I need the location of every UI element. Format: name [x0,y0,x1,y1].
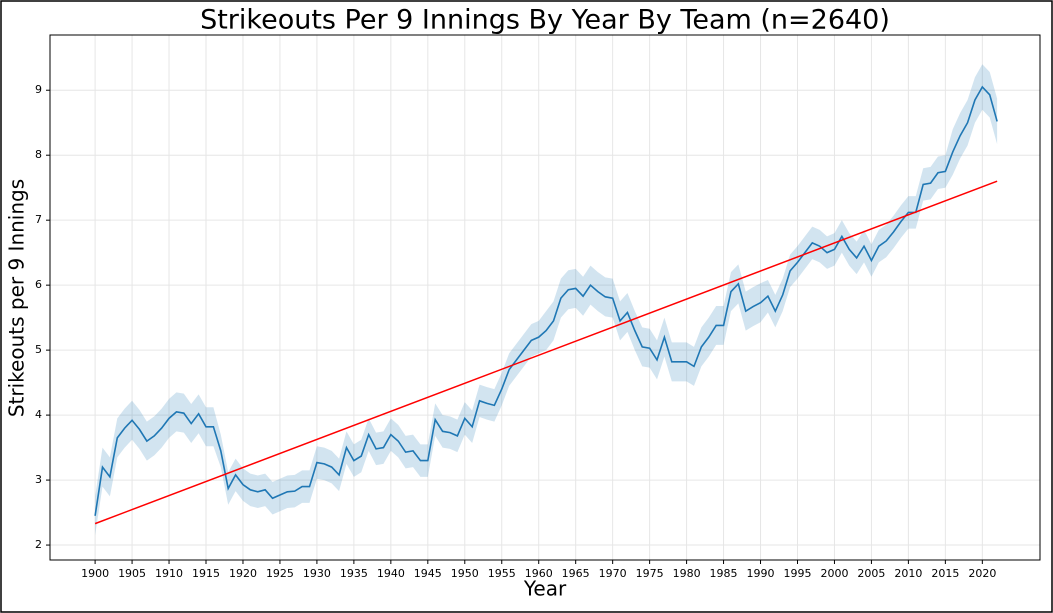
x-tick-label: 2010 [894,567,922,580]
x-tick-label: 1950 [451,567,479,580]
x-axis-label: Year [523,577,567,601]
x-tick-label: 2020 [968,567,996,580]
x-tick-label: 2005 [857,567,885,580]
x-tick-label: 1935 [340,567,368,580]
x-tick-label: 1940 [377,567,405,580]
y-tick-label: 5 [35,343,42,356]
x-tick-label: 1955 [488,567,516,580]
y-tick-label: 7 [35,213,42,226]
y-tick-label: 6 [35,278,42,291]
y-tick-label: 3 [35,473,42,486]
x-tick-label: 2000 [820,567,848,580]
y-tick-label: 8 [35,148,42,161]
x-tick-label: 1990 [747,567,775,580]
x-tick-label: 1980 [673,567,701,580]
x-tick-label: 1900 [81,567,109,580]
x-tick-label: 1915 [192,567,220,580]
mean-line [94,85,998,516]
x-tick-label: 1920 [229,567,257,580]
y-axis-label: Strikeouts per 9 Innings [5,179,29,417]
x-tick-label: 1930 [303,567,331,580]
x-tick-label: 1970 [599,567,627,580]
x-tick-label: 1945 [414,567,442,580]
x-tick-label: 2015 [931,567,959,580]
x-tick-label: 1965 [562,567,590,580]
y-tick-label: 4 [35,408,42,421]
chart-title: Strikeouts Per 9 Innings By Year By Team… [200,5,890,36]
trend-line [94,180,998,525]
plot-frame [49,34,1041,561]
x-tick-label: 1995 [783,567,811,580]
x-tick-label: 1985 [710,567,738,580]
x-tick-label: 1910 [155,567,183,580]
x-tick-label: 1960 [525,567,553,580]
x-tick-label: 1975 [636,567,664,580]
y-tick-label: 9 [35,83,42,96]
x-tick-label: 1925 [266,567,294,580]
x-tick-label: 1905 [118,567,146,580]
y-tick-label: 2 [35,538,42,551]
